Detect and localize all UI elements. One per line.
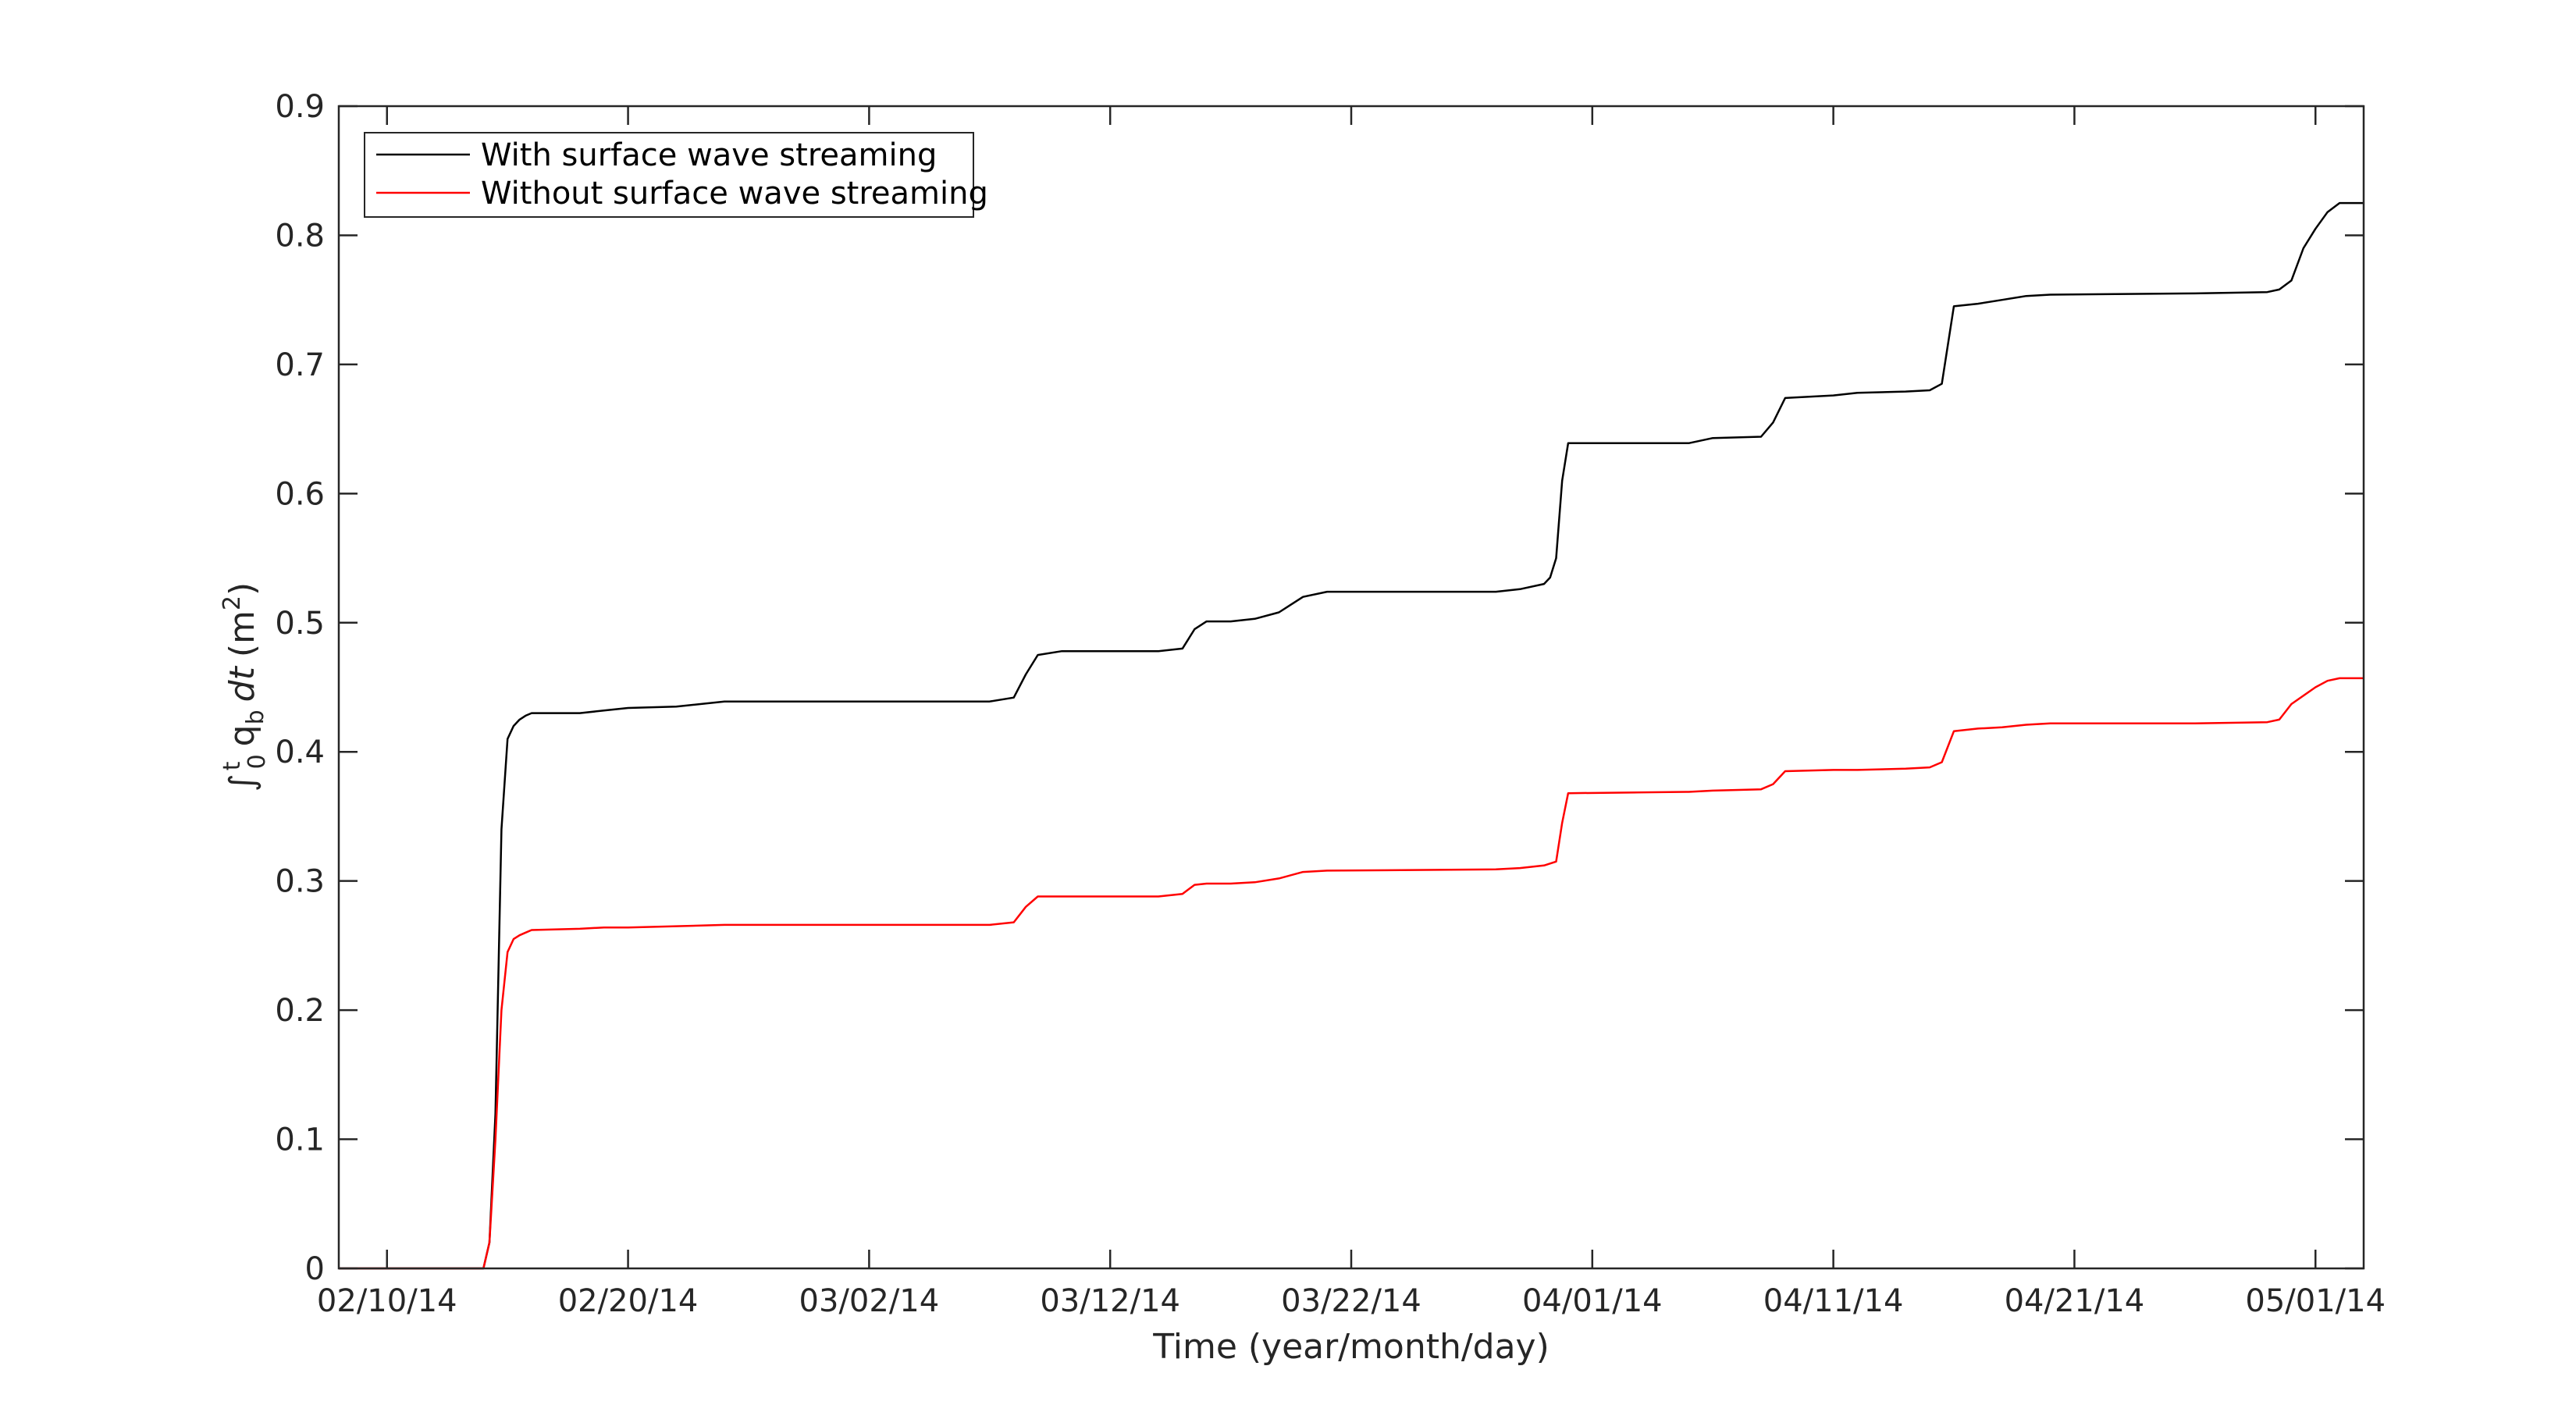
y-tick-label: 0.6	[275, 476, 325, 512]
x-axis-title: Time (year/month/day)	[1152, 1327, 1550, 1367]
y-tick-label: 0.1	[275, 1122, 325, 1158]
x-tick-label: 02/10/14	[317, 1283, 457, 1319]
svg-text:∫t0qbdt(m2): ∫ t0 qb dt (m2)	[219, 582, 271, 791]
x-tick-label: 03/02/14	[799, 1283, 940, 1319]
x-tick-label: 02/20/14	[558, 1283, 699, 1319]
y-axis-q-subscript: b	[242, 710, 269, 724]
plot-background	[339, 106, 2364, 1268]
y-tick-label: 0.4	[275, 735, 325, 770]
y-axis-title: ∫ t0 qb dt (m2)	[219, 582, 271, 791]
x-tick-label: 04/11/14	[1763, 1283, 1904, 1319]
y-tick-label: 0.9	[275, 89, 325, 125]
x-tick-label: 03/22/14	[1281, 1283, 1421, 1319]
series-line-0	[339, 201, 2364, 1270]
x-tick-label: 04/01/14	[1522, 1283, 1663, 1319]
y-tick-label: 0.3	[275, 864, 325, 900]
y-axis-integral-lower: 0	[244, 754, 271, 769]
y-tick-label: 0.5	[275, 606, 325, 642]
series-line-1	[339, 677, 2364, 1270]
y-tick-label: 0	[305, 1251, 325, 1287]
y-axis-unit-superscript: 2	[219, 596, 246, 610]
series-layer	[339, 201, 2364, 1270]
y-axis-integral-sign: ∫	[222, 774, 262, 791]
x-tick-label: 03/12/14	[1040, 1283, 1180, 1319]
y-axis-unit-open: (m	[222, 610, 262, 657]
y-axis-q: q	[222, 724, 262, 746]
y-tick-label: 0.2	[275, 993, 325, 1029]
legend-box	[364, 132, 974, 218]
y-axis-dt: dt	[222, 665, 262, 702]
y-axis: 0 0.1 0.2 0.3 0.4 0.5 0.6 0.7 0.8 0.9	[275, 89, 2364, 1287]
x-tick-label: 04/21/14	[2005, 1283, 2145, 1319]
y-axis-unit-close: )	[222, 582, 262, 596]
x-axis: 02/10/14 02/20/14 03/02/14 03/12/14 03/22/14…	[317, 106, 2386, 1319]
x-tick-label: 05/01/14	[2245, 1283, 2386, 1319]
y-axis-integral-upper: t	[219, 761, 246, 770]
legend-label-with-streaming: With surface wave streaming	[481, 137, 937, 173]
legend-label-without-streaming: Without surface wave streaming	[481, 176, 988, 212]
legend: With surface wave streaming Without surf…	[364, 132, 988, 218]
y-tick-label: 0.7	[275, 347, 325, 383]
y-tick-label: 0.8	[275, 218, 325, 254]
